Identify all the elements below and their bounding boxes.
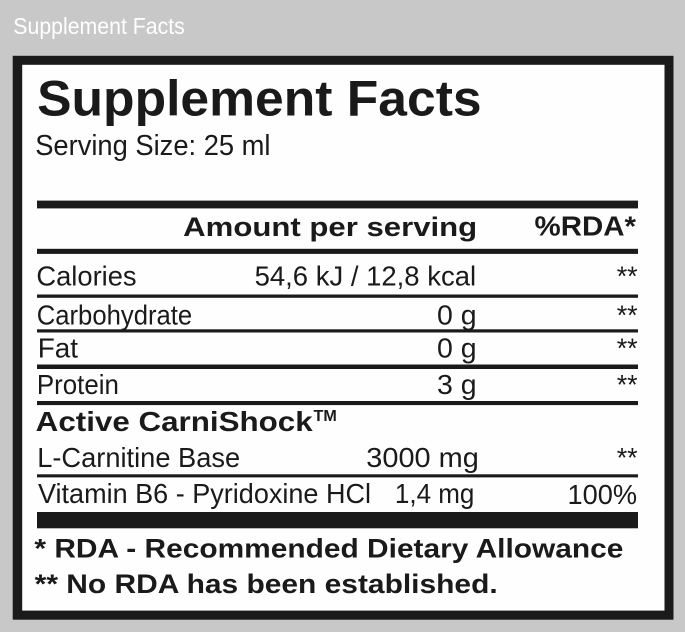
svg-text:**: ** — [617, 332, 638, 363]
svg-text:**: ** — [617, 442, 638, 473]
svg-text:Supplement Facts: Supplement Facts — [13, 13, 185, 39]
svg-text:**: ** — [617, 369, 638, 400]
svg-text:0 g: 0 g — [437, 332, 477, 363]
svg-text:** No RDA has been established: ** No RDA has been established. — [35, 568, 498, 599]
svg-text:**: ** — [617, 299, 638, 330]
svg-text:Amount per serving: Amount per serving — [183, 212, 477, 242]
svg-text:1,4 mg: 1,4 mg — [395, 478, 475, 509]
svg-text:* RDA - Recommended Dietary Al: * RDA - Recommended Dietary Allowance — [34, 533, 623, 564]
svg-text:Vitamin B6 - Pyridoxine HCl: Vitamin B6 - Pyridoxine HCl — [38, 478, 371, 509]
svg-text:%RDA*: %RDA* — [535, 211, 637, 242]
svg-text:100%: 100% — [568, 479, 638, 510]
svg-text:Serving Size: 25 ml: Serving Size: 25 ml — [35, 130, 270, 162]
svg-text:54,6 kJ / 12,8 kcal: 54,6 kJ / 12,8 kcal — [255, 261, 477, 292]
svg-text:Fat: Fat — [38, 332, 79, 363]
svg-text:Protein: Protein — [37, 369, 119, 400]
svg-text:Active CarniShock: Active CarniShock — [36, 406, 314, 437]
svg-text:Supplement Facts: Supplement Facts — [37, 70, 482, 127]
svg-text:**: ** — [617, 261, 638, 292]
svg-text:TM: TM — [314, 408, 337, 425]
svg-text:L-Carnitine Base: L-Carnitine Base — [37, 442, 240, 473]
svg-text:Carbohydrate: Carbohydrate — [37, 300, 193, 331]
svg-text:0 g: 0 g — [437, 299, 477, 330]
svg-text:Calories: Calories — [36, 261, 136, 292]
svg-text:3000 mg: 3000 mg — [366, 442, 479, 473]
svg-text:3 g: 3 g — [437, 369, 477, 400]
